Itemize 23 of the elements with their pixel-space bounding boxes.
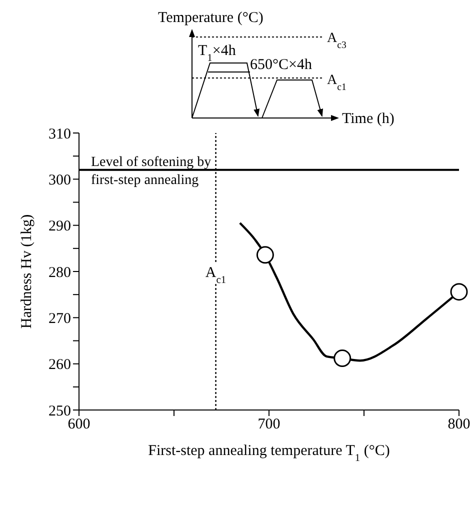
point [334,350,352,368]
text: A$_{c3}$ [327,31,346,50]
y-tick-label: 260 [48,357,71,374]
y-tick-label: 280 [48,264,71,281]
text: A$_{c1}$ [327,73,346,92]
point [450,283,468,301]
text: Temperature (°C) [158,10,264,26]
ref-line-label: Level of softening by first-step annealing [91,154,212,188]
y-tick-label: 310 [48,126,71,142]
x-tick-label: 800 [448,416,470,433]
x-axis-title: First-step annealing temperature T$_{1}$ (°C) [148,443,390,464]
x-tick-label: 700 [258,416,280,433]
x-tick-label: 600 [68,416,90,433]
text: 650°C×4h [250,57,312,73]
text: T$_{1}$×4h [198,43,236,64]
point [256,246,274,264]
text: Time (h) [342,111,394,127]
y-tick-label: 250 [48,403,71,420]
ref-line-label: A$_{c1}$ [205,265,226,286]
y-tick-label: 300 [48,172,71,188]
y-axis-title: Hardness Hv (1kg) [19,214,35,329]
y-tick-label: 290 [48,218,71,235]
y-tick-label: 270 [48,310,71,327]
